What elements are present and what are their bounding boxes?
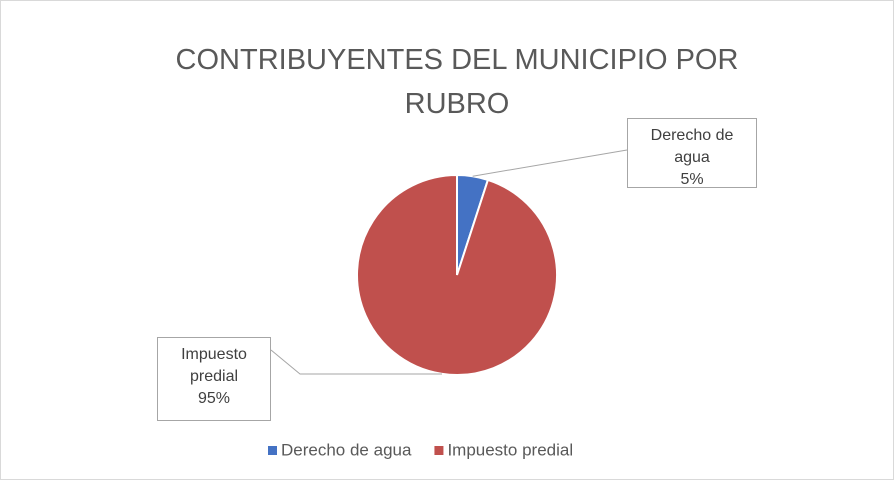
data-label-category: Impuesto predial: [181, 346, 247, 385]
data-label-box: Impuesto predial 95%: [157, 337, 271, 421]
data-label-box: Derecho de agua 5%: [627, 118, 757, 188]
legend-swatch: [434, 446, 444, 455]
pie-slice: [356, 173, 558, 376]
leader-line: [472, 149, 628, 177]
legend-swatch: [268, 446, 277, 455]
data-label-category: Derecho de agua: [650, 127, 734, 166]
data-label-value: 95%: [197, 390, 231, 407]
chart-title: CONTRIBUYENTES DEL MUNICIPIO POR RUBRO: [175, 44, 739, 120]
data-label-value: 5%: [680, 171, 704, 188]
legend-label: Derecho de agua: [281, 440, 412, 459]
legend-label: Impuesto predial: [447, 440, 573, 459]
leader-line: [270, 349, 442, 375]
